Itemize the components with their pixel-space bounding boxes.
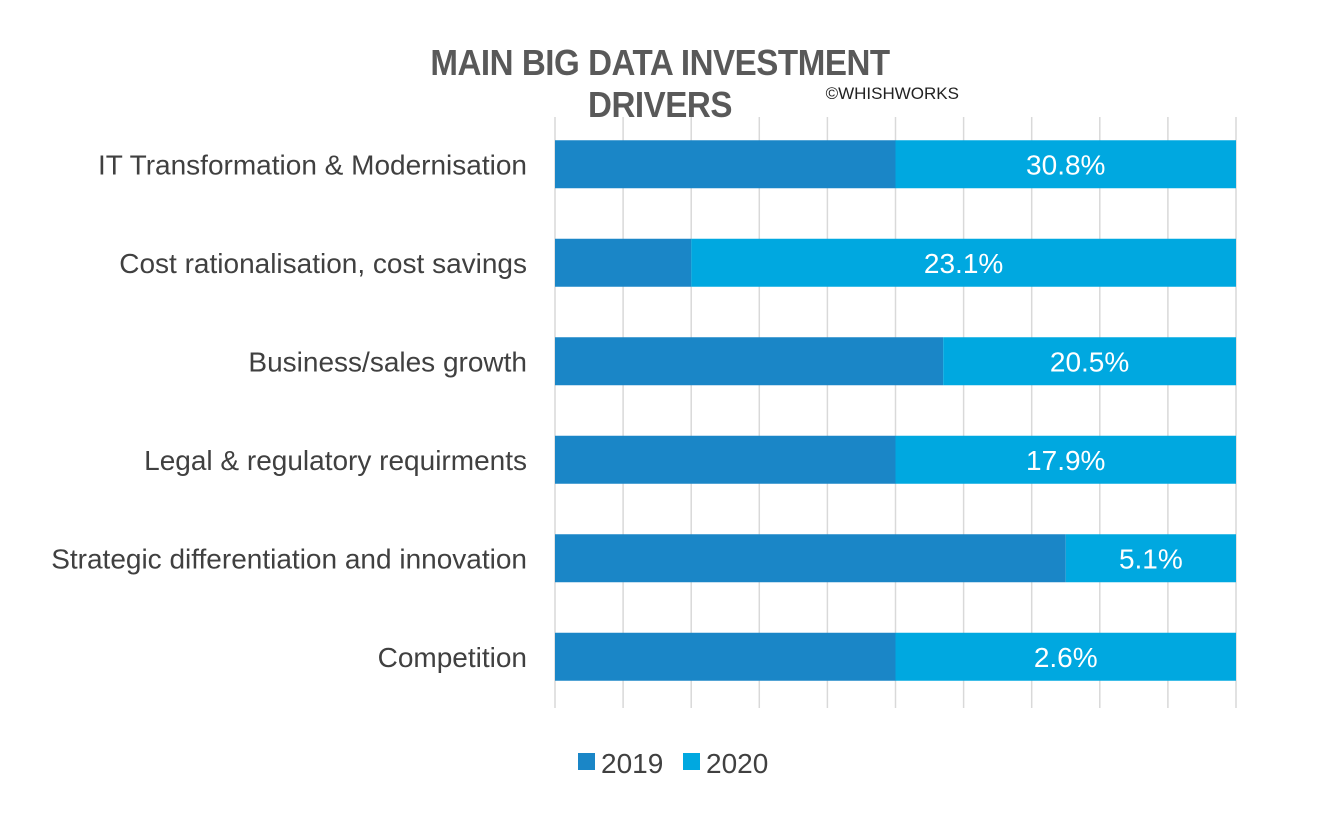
- bar-2019-3: [555, 337, 944, 386]
- legend-label-2019: 2019: [601, 748, 663, 779]
- legend: 2019 2020: [578, 748, 768, 779]
- chart-subtitle: ©WHISHWORKS: [825, 84, 959, 103]
- category-label-1: IT Transformation & Modernisation: [98, 149, 527, 180]
- bar-2019-2: [555, 238, 692, 287]
- bar-2019-6: [555, 632, 896, 681]
- value-label-2020-5: 5.1%: [1119, 543, 1183, 574]
- chart-title: MAIN BIG DATA INVESTMENT DRIVERS: [430, 42, 890, 125]
- legend-label-2020: 2020: [706, 748, 768, 779]
- value-label-2020-4: 17.9%: [1026, 445, 1105, 476]
- bar-2020-1: [895, 140, 1236, 189]
- value-label-2020-6: 2.6%: [1034, 642, 1098, 673]
- value-label-2020-2: 23.1%: [924, 248, 1003, 279]
- category-label-3: Business/sales growth: [248, 346, 527, 377]
- category-label-5: Strategic differentiation and innovation: [51, 543, 527, 574]
- value-label-2020-1: 30.8%: [1026, 149, 1105, 180]
- bars: [555, 140, 1236, 681]
- bar-2019-4: [555, 435, 896, 484]
- bar-2020-2: [691, 238, 1236, 287]
- category-labels: IT Transformation & Modernisation Cost ra…: [51, 149, 527, 673]
- bar-2020-3: [943, 337, 1236, 386]
- bar-2020-5: [1065, 534, 1236, 583]
- value-labels: 30.8% 23.1% 20.5% 17.9% 5.1% 2.6%: [924, 149, 1183, 673]
- bar-2019-5: [555, 534, 1066, 583]
- value-label-2020-3: 20.5%: [1050, 346, 1129, 377]
- category-label-6: Competition: [378, 642, 527, 673]
- legend-swatch-2020: [683, 753, 700, 770]
- bar-2019-1: [555, 140, 896, 189]
- category-label-2: Cost rationalisation, cost savings: [119, 248, 527, 279]
- gridlines: [554, 117, 1237, 708]
- category-label-4: Legal & regulatory requirments: [144, 445, 527, 476]
- bar-2020-6: [895, 632, 1236, 681]
- legend-swatch-2019: [578, 753, 595, 770]
- bar-2020-4: [895, 435, 1236, 484]
